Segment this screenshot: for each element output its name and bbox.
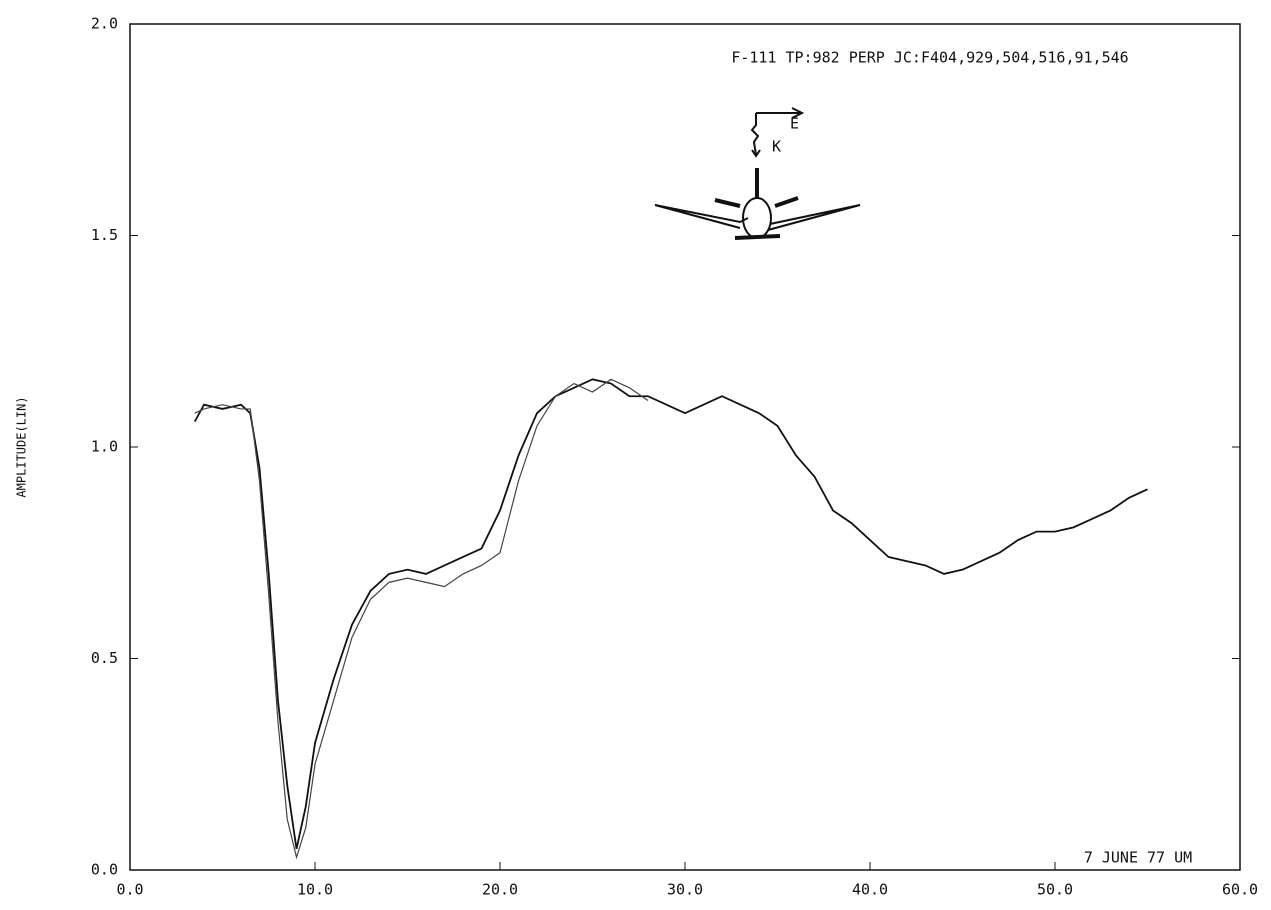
data-line bbox=[194, 378, 649, 860]
y-tick-label: 2.0 bbox=[91, 15, 118, 33]
y-tick-label: 1.5 bbox=[91, 226, 118, 244]
data-line bbox=[193, 378, 1148, 850]
x-tick-label: 10.0 bbox=[297, 881, 333, 899]
y-tick-label: 1.0 bbox=[91, 438, 118, 456]
e-label: E bbox=[790, 115, 799, 133]
x-tick-label: 60.0 bbox=[1222, 881, 1258, 899]
aircraft-sketch bbox=[654, 107, 861, 240]
x-tick-label: 0.0 bbox=[116, 881, 143, 899]
y-tick-label: 0.5 bbox=[91, 649, 118, 667]
tail bbox=[714, 168, 799, 240]
k-arrow bbox=[750, 113, 761, 158]
k-label: K bbox=[772, 138, 781, 156]
x-tick-label: 50.0 bbox=[1037, 881, 1073, 899]
e-arrow bbox=[756, 107, 805, 119]
y-tick-label: 0.0 bbox=[91, 861, 118, 879]
plot-frame bbox=[129, 23, 1241, 871]
x-tick-label: 40.0 bbox=[852, 881, 888, 899]
y-axis-label: AMPLITUDE(LIN) bbox=[15, 396, 29, 497]
wings bbox=[654, 204, 861, 231]
footer-annotation: 7 JUNE 77 UM bbox=[1084, 849, 1192, 867]
x-tick-label: 20.0 bbox=[482, 881, 518, 899]
header-annotation: F-111 TP:982 PERP JC:F404,929,504,516,91… bbox=[731, 49, 1128, 67]
x-tick-label: 30.0 bbox=[667, 881, 703, 899]
